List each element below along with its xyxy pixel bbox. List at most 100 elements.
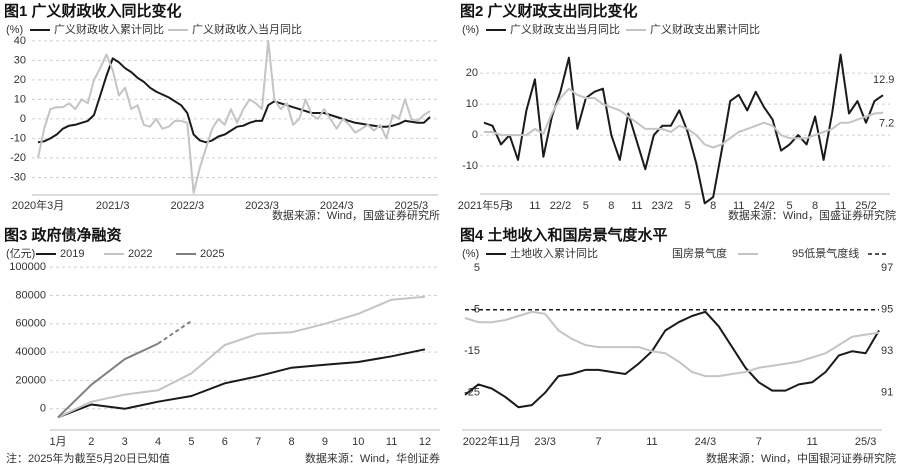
chart-title: 图3 政府债净融资 [4,226,122,244]
series-line [37,57,431,144]
legend-label: 95低景气度线 [792,246,859,260]
y-axis-label: (亿元) [6,247,35,260]
y-tick-label: 10 [466,98,478,110]
data-label: 12.9 [873,74,894,86]
legend-label: 国房景气度 [672,246,727,260]
legend-label: 广义财政支出当月同比 [510,22,620,36]
y-tick-label: 80000 [15,289,46,301]
chart-title: 图4 土地收入和国房景气度水平 [460,226,668,244]
x-tick-label: 11 [386,436,397,448]
x-tick-label: 8 [812,200,818,212]
y-axis-label: (%) [462,248,479,260]
y-tick-label: 20 [14,74,26,86]
x-tick-label: 1月 [49,436,66,448]
x-tick-label: 2021年5月 [458,198,511,212]
y-tick-label: 40 [14,35,26,47]
y2-tick-label: 95 [881,304,893,316]
y-tick-label: -30 [10,171,26,183]
x-tick-label: 24/3 [695,436,716,448]
x-tick-label: 8 [710,200,716,212]
y-tick-label: 100000 [9,261,46,273]
x-tick-label: 6 [222,436,228,448]
y2-tick-label: 97 [881,262,893,274]
x-tick-label: 8 [608,200,614,212]
legend-label: 土地收入累计同比 [510,246,598,260]
x-tick-label: 2022/3 [171,200,205,212]
x-tick-label: 11 [733,200,744,212]
x-tick-label: 2022年11月 [463,434,521,448]
y2-tick-label: 91 [881,387,893,399]
data-label: 7.2 [879,118,894,130]
y-axis-label: (%) [6,24,23,36]
x-tick-label: 11 [631,200,642,212]
y-tick-label: 5 [474,262,480,274]
y-tick-label: -15 [464,345,480,357]
y2-tick-label: 93 [881,345,893,357]
y-tick-label: 60000 [15,318,46,330]
x-tick-label: 24/2 [753,200,774,212]
x-tick-label: 2025/3 [395,200,429,212]
x-tick-label: 5 [188,436,194,448]
x-tick-label: 10 [352,436,364,448]
x-tick-label: 23/2 [652,200,673,212]
source: 数据来源：Wind，中国银河证券研究院 [706,451,896,465]
series-line [464,310,880,409]
chart-title: 图1 广义财政收入同比变化 [4,2,182,20]
source: 数据来源：Wind，国盛证券研究院 [728,208,896,222]
x-tick-label: 11 [807,436,818,448]
x-tick-label: 2020年3月 [12,198,65,212]
source: 数据来源：Wind，国盛证券研究所 [272,208,440,222]
x-tick-label: 11 [529,200,540,212]
x-tick-label: 7 [756,436,762,448]
x-tick-label: 2 [88,436,94,448]
source: 数据来源：Wind，华创证券 [305,451,440,465]
series-line [37,39,431,194]
series-line [157,320,193,345]
x-tick-label: 23/3 [534,436,555,448]
legend-label: 广义财政收入当月同比 [192,22,302,36]
x-tick-label: 11 [835,200,846,212]
x-tick-label: 3 [122,436,128,448]
x-tick-label: 2023/3 [245,200,279,212]
series-line [464,310,880,378]
y-tick-label: -10 [462,160,478,172]
x-tick-label: 8 [288,436,294,448]
y-tick-label: 20 [466,67,478,79]
y-tick-label: 10 [14,93,26,105]
x-tick-label: 7 [255,436,261,448]
legend-label: 2022 [128,248,152,260]
x-tick-label: 5 [583,200,589,212]
y-tick-label: 30 [14,54,26,66]
y-tick-label: 0 [40,403,46,415]
x-tick-label: 2021/3 [96,200,130,212]
series-line [57,348,426,419]
x-tick-label: 5 [787,200,793,212]
y-tick-label: -10 [10,132,26,144]
series-line [57,295,426,419]
legend-label: 广义财政支出累计同比 [650,22,760,36]
note: 注：2025年为截至5月20日已知值 [6,451,170,465]
x-tick-label: 8 [506,200,512,212]
y-tick-label: -25 [464,387,480,399]
y-tick-label: 0 [472,129,478,141]
x-tick-label: 22/2 [550,200,571,212]
y-axis-label: (%) [462,24,479,36]
x-tick-label: 9 [322,436,328,448]
chart-title: 图2 广义财政支出同比变化 [460,2,638,20]
legend-label: 2025 [200,248,224,260]
series-line [57,342,159,419]
x-tick-label: 7 [595,436,601,448]
legend-label: 2019 [60,248,84,260]
y-tick-label: 40000 [15,346,46,358]
y-tick-label: 20000 [15,374,46,386]
x-tick-label: 5 [685,200,691,212]
x-tick-label: 25/3 [855,436,876,448]
x-tick-label: 12 [419,436,431,448]
y-tick-label: -20 [10,152,26,164]
y-tick-label: 0 [20,113,26,125]
x-tick-label: 11 [646,436,657,448]
x-tick-label: 4 [155,436,161,448]
series-line [484,87,884,149]
legend-label: 广义财政收入累计同比 [54,22,164,36]
